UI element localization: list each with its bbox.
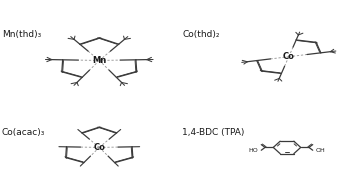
Text: Co(thd)₂: Co(thd)₂ <box>182 29 220 39</box>
Text: Co: Co <box>93 143 105 152</box>
Text: HO: HO <box>249 148 258 153</box>
Text: 1,4-BDC (TPA): 1,4-BDC (TPA) <box>182 128 245 137</box>
Text: Mn: Mn <box>92 56 106 65</box>
Text: Co: Co <box>283 52 295 61</box>
Text: Mn(thd)₃: Mn(thd)₃ <box>2 29 41 39</box>
Text: Co(acac)₃: Co(acac)₃ <box>2 128 45 137</box>
Text: OH: OH <box>316 148 325 153</box>
